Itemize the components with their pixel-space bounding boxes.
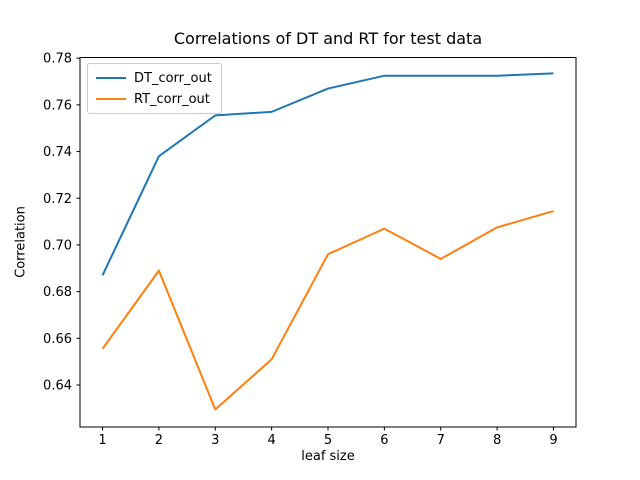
y-tick-label: 0.70 [43, 238, 72, 253]
x-tick-label: 4 [267, 433, 275, 448]
chart-title: Correlations of DT and RT for test data [173, 29, 483, 48]
legend-label-rt: RT_corr_out [134, 91, 210, 107]
x-tick-label: 7 [437, 433, 445, 448]
y-tick-label: 0.68 [43, 285, 72, 300]
y-tick-label: 0.72 [43, 192, 72, 207]
x-tick-label: 3 [211, 433, 219, 448]
x-tick-label: 1 [98, 433, 106, 448]
y-tick-label: 0.76 [43, 98, 72, 113]
x-tick-label: 6 [380, 433, 388, 448]
legend-entry-dt: DT_corr_out [96, 69, 212, 87]
series-line-rt_corr_out [101, 210, 554, 411]
x-tick-label: 5 [324, 433, 332, 448]
legend-line-swatch-rt [96, 98, 126, 100]
x-tick-label: 2 [155, 433, 163, 448]
y-tick-label: 0.78 [43, 52, 72, 67]
legend-line-swatch-dt [96, 77, 126, 79]
legend-entry-rt: RT_corr_out [96, 90, 212, 108]
x-axis-label: leaf size [301, 449, 355, 464]
legend-label-dt: DT_corr_out [134, 70, 212, 86]
y-tick-label: 0.64 [43, 378, 72, 393]
x-tick-label: 9 [549, 433, 557, 448]
y-tick-label: 0.74 [43, 145, 72, 160]
legend: DT_corr_out RT_corr_out [87, 63, 222, 114]
y-axis-label: Correlation [13, 206, 29, 278]
series-line-dt_corr_out [101, 72, 554, 276]
x-tick-label: 8 [493, 433, 501, 448]
y-tick-label: 0.66 [43, 332, 72, 347]
